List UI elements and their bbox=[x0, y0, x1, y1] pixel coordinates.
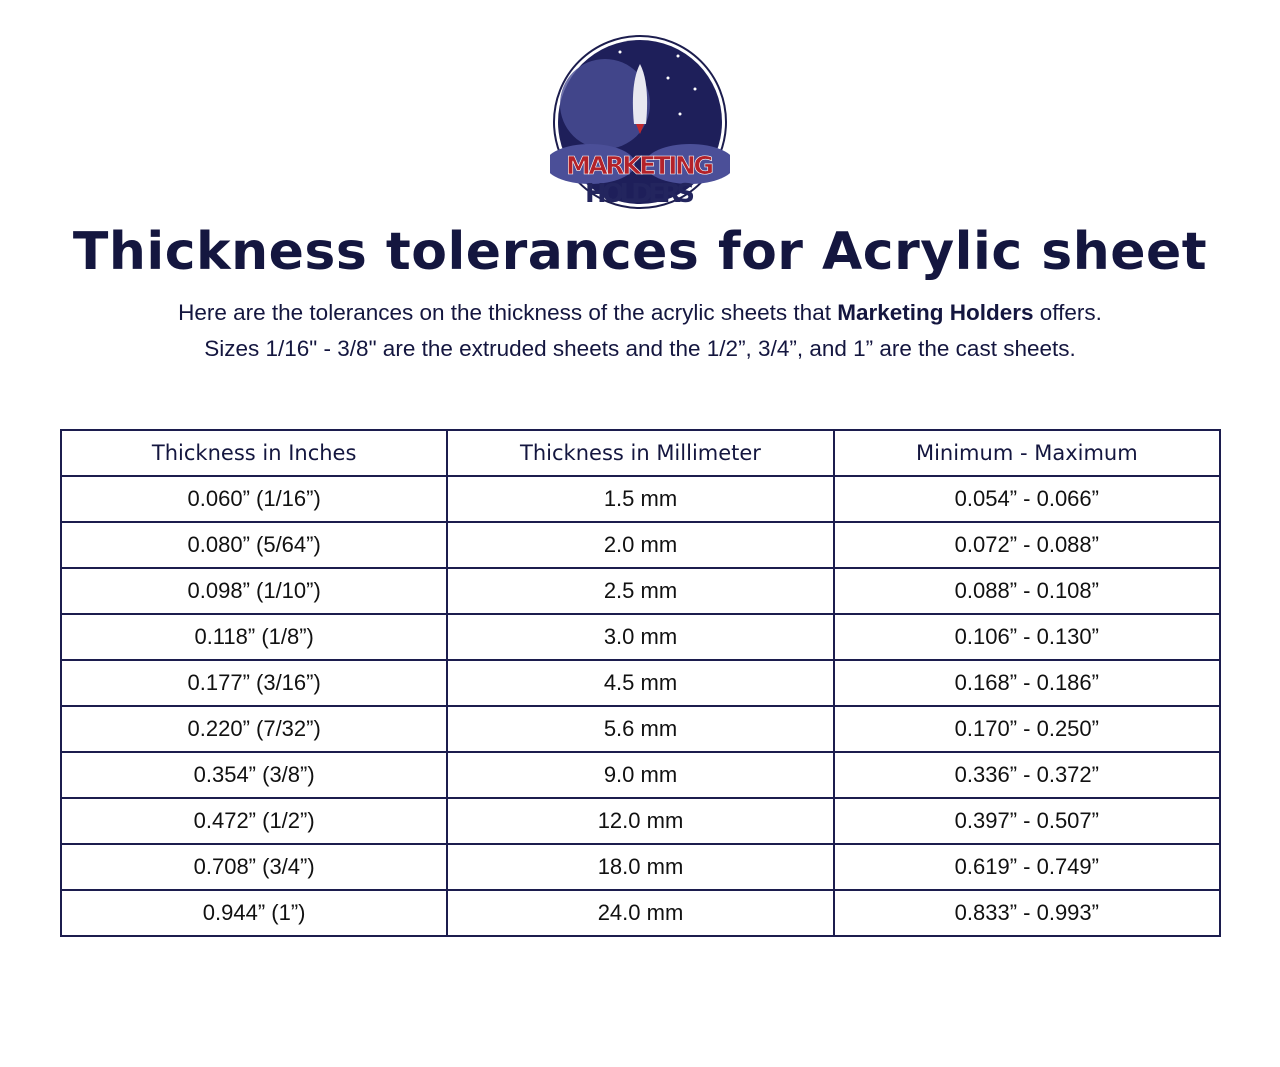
cell-inches: 0.098” (1/10”) bbox=[59, 567, 449, 615]
cell-inches: 0.472” (1/2”) bbox=[59, 797, 449, 845]
cell-inches: 0.354” (3/8”) bbox=[59, 751, 449, 799]
table-row: 0.080” (5/64”) 2.0 mm 0.072” - 0.088” bbox=[59, 521, 1222, 569]
cell-inches: 0.220” (7/32”) bbox=[59, 705, 449, 753]
table-row: 0.472” (1/2”) 12.0 mm 0.397” - 0.507” bbox=[59, 797, 1222, 845]
table-row: 0.118” (1/8”) 3.0 mm 0.106” - 0.130” bbox=[59, 613, 1222, 661]
logo-text-line1: MARKETING bbox=[566, 151, 714, 180]
tolerance-table: Thickness in Inches Thickness in Millime… bbox=[59, 429, 1222, 937]
table-row: 0.220” (7/32”) 5.6 mm 0.170” - 0.250” bbox=[59, 705, 1222, 753]
table-row: 0.098” (1/10”) 2.5 mm 0.088” - 0.108” bbox=[59, 567, 1222, 615]
cell-millimeter: 24.0 mm bbox=[446, 889, 835, 937]
cell-inches: 0.944” (1”) bbox=[59, 889, 449, 937]
table-row: 0.060” (1/16”) 1.5 mm 0.054” - 0.066” bbox=[59, 475, 1222, 523]
cell-min-max: 0.054” - 0.066” bbox=[832, 475, 1222, 523]
subtitle-line-2: Sizes 1/16" - 3/8" are the extruded shee… bbox=[204, 336, 1076, 361]
cell-millimeter: 12.0 mm bbox=[446, 797, 835, 845]
table-row: 0.354” (3/8”) 9.0 mm 0.336” - 0.372” bbox=[59, 751, 1222, 799]
cell-inches: 0.708” (3/4”) bbox=[59, 843, 449, 891]
subtitle-text: offers. bbox=[1033, 300, 1102, 325]
table-row: 0.708” (3/4”) 18.0 mm 0.619” - 0.749” bbox=[59, 843, 1222, 891]
header-min-max: Minimum - Maximum bbox=[832, 429, 1222, 477]
cell-min-max: 0.168” - 0.186” bbox=[832, 659, 1222, 707]
cell-millimeter: 4.5 mm bbox=[446, 659, 835, 707]
cell-millimeter: 2.5 mm bbox=[446, 567, 835, 615]
header-inches: Thickness in Inches bbox=[59, 429, 449, 477]
cell-min-max: 0.088” - 0.108” bbox=[832, 567, 1222, 615]
cell-inches: 0.080” (5/64”) bbox=[59, 521, 449, 569]
cell-millimeter: 18.0 mm bbox=[446, 843, 835, 891]
brand-name: Marketing Holders bbox=[837, 300, 1034, 325]
table-header-row: Thickness in Inches Thickness in Millime… bbox=[59, 429, 1222, 477]
logo-text-line2: HOLDERS bbox=[585, 179, 695, 209]
cell-inches: 0.177” (3/16”) bbox=[59, 659, 449, 707]
cell-min-max: 0.619” - 0.749” bbox=[832, 843, 1222, 891]
table-row: 0.177” (3/16”) 4.5 mm 0.168” - 0.186” bbox=[59, 659, 1222, 707]
subtitle-text: Here are the tolerances on the thickness… bbox=[178, 300, 838, 325]
cell-min-max: 0.072” - 0.088” bbox=[832, 521, 1222, 569]
cell-min-max: 0.170” - 0.250” bbox=[832, 705, 1222, 753]
cell-inches: 0.118” (1/8”) bbox=[59, 613, 449, 661]
cell-millimeter: 3.0 mm bbox=[446, 613, 835, 661]
table-row: 0.944” (1”) 24.0 mm 0.833” - 0.993” bbox=[59, 889, 1222, 937]
header-millimeter: Thickness in Millimeter bbox=[446, 429, 835, 477]
cell-min-max: 0.397” - 0.507” bbox=[832, 797, 1222, 845]
cell-min-max: 0.106” - 0.130” bbox=[832, 613, 1222, 661]
cell-millimeter: 2.0 mm bbox=[446, 521, 835, 569]
cell-millimeter: 5.6 mm bbox=[446, 705, 835, 753]
cell-min-max: 0.336” - 0.372” bbox=[832, 751, 1222, 799]
page-title: Thickness tolerances for Acrylic sheet bbox=[72, 222, 1208, 282]
cell-min-max: 0.833” - 0.993” bbox=[832, 889, 1222, 937]
cell-inches: 0.060” (1/16”) bbox=[59, 475, 449, 523]
subtitle-line-1: Here are the tolerances on the thickness… bbox=[0, 300, 1280, 326]
marketing-holders-logo: MARKETING HOLDERS bbox=[550, 35, 730, 209]
cell-millimeter: 1.5 mm bbox=[446, 475, 835, 523]
cell-millimeter: 9.0 mm bbox=[446, 751, 835, 799]
